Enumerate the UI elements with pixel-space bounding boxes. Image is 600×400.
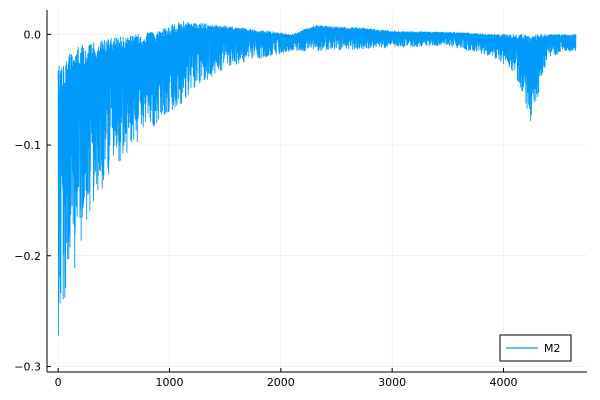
x-tick-label: 4000 bbox=[489, 376, 517, 389]
y-tick-label: −0.1 bbox=[14, 139, 41, 152]
x-tick-label: 0 bbox=[55, 376, 62, 389]
series-line-M2 bbox=[57, 20, 577, 336]
series-layer bbox=[57, 20, 577, 336]
ticks: 0 1000 2000 3000 4000 0.0 −0.1 −0.2 −0.3 bbox=[14, 28, 517, 389]
x-tick-label: 3000 bbox=[378, 376, 406, 389]
x-tick-label: 2000 bbox=[267, 376, 295, 389]
axes bbox=[46, 10, 587, 373]
y-tick-label: 0.0 bbox=[24, 28, 42, 41]
legend: M2 bbox=[499, 334, 572, 362]
y-tick-label: −0.3 bbox=[14, 360, 41, 373]
legend-label: M2 bbox=[544, 342, 561, 355]
x-tick-label: 1000 bbox=[155, 376, 183, 389]
y-tick-label: −0.2 bbox=[14, 250, 41, 263]
